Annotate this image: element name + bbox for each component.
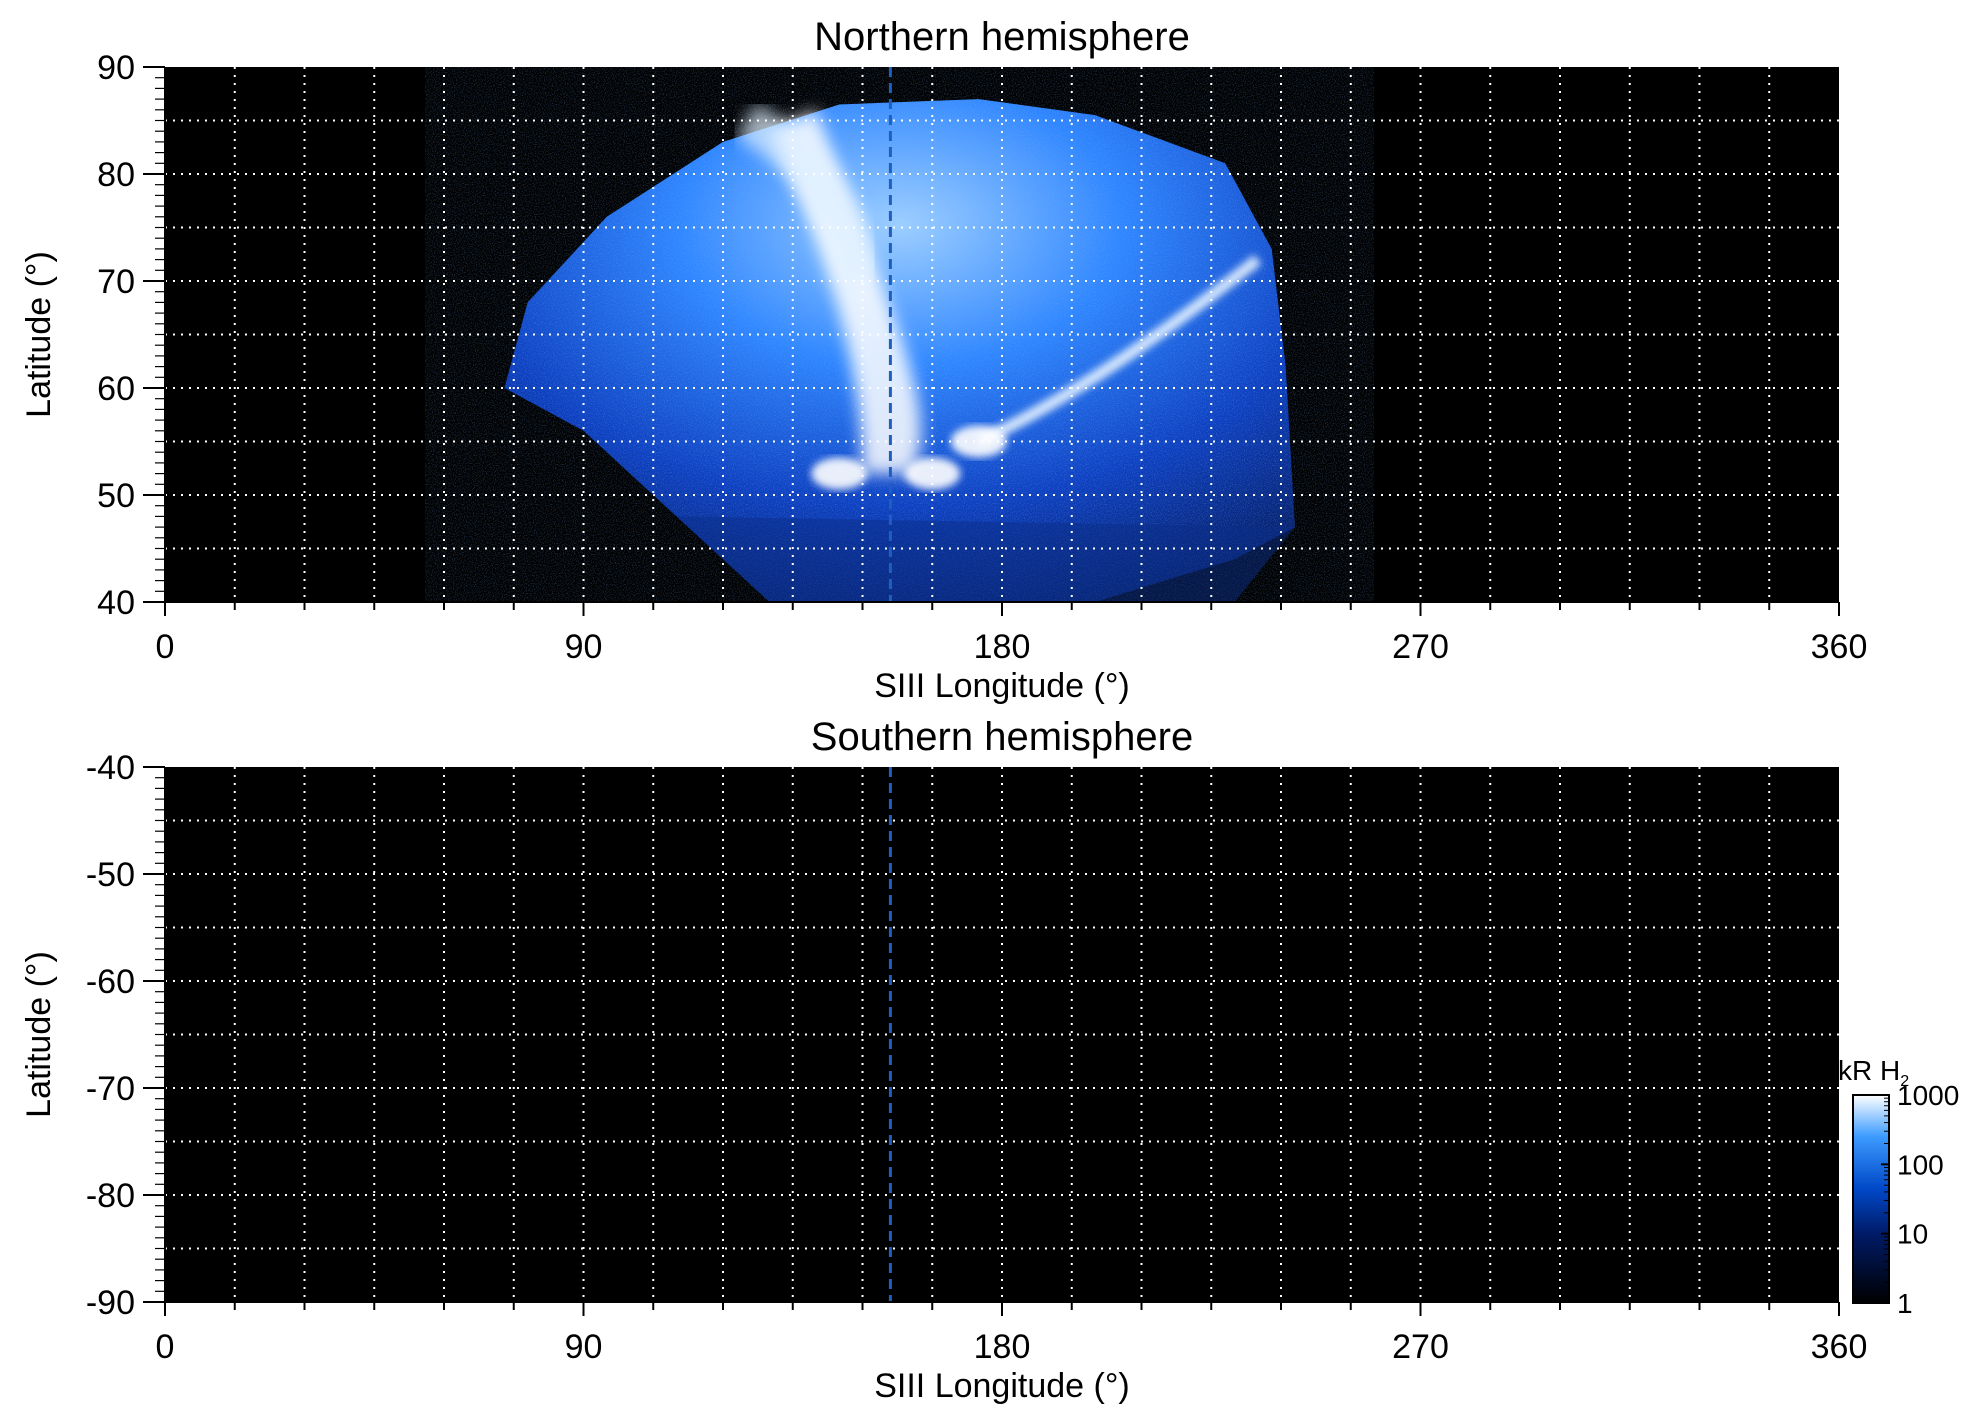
colorbar-tick-label: 1 [1897, 1288, 1913, 1319]
y-tick-label: 60 [97, 370, 135, 408]
southern-x-axis-label: SIII Longitude (°) [874, 1367, 1130, 1405]
northern-aurora-emission [504, 99, 1295, 602]
feature-main-oval-dusk-arc [976, 254, 1262, 447]
colorbar-label: kR H2 [1838, 1055, 1909, 1090]
colorbar: kR H2 1 10 100 1000 [1838, 1055, 1959, 1319]
northern-y-axis-label: Latitude (°) [20, 251, 58, 418]
x-tick-label: 180 [974, 1328, 1031, 1366]
northern-panel-title: Northern hemisphere [814, 15, 1190, 59]
x-tick-label: 270 [1392, 628, 1449, 666]
colorbar-tick-label: 10 [1897, 1219, 1928, 1250]
colorbar-ticks: 1 10 100 1000 [1881, 1080, 1959, 1319]
y-tick-label: -60 [86, 963, 135, 1001]
southern-axis-ticks [143, 766, 1840, 1316]
feature-bright-spot [950, 425, 1007, 458]
feature-bright-spot [811, 457, 868, 490]
x-tick-label: 0 [156, 628, 175, 666]
colorbar-label-subscript: 2 [1900, 1073, 1909, 1090]
x-tick-label: 0 [156, 1328, 175, 1366]
y-tick-label: 70 [97, 263, 135, 301]
northern-x-axis-label: SIII Longitude (°) [874, 667, 1130, 705]
northern-grid [165, 67, 1839, 602]
y-tick-label: -80 [86, 1177, 135, 1215]
southern-y-tick-labels: -40 -50 -60 -70 -80 -90 [86, 749, 135, 1322]
colorbar-gradient [1852, 1094, 1890, 1304]
x-tick-label: 270 [1392, 1328, 1449, 1366]
y-tick-label: -90 [86, 1284, 135, 1322]
y-tick-label: 40 [97, 584, 135, 622]
southern-panel: Southern hemisphere 0 90 180 270 360 -40-50-… [20, 715, 1867, 1405]
colorbar-label-text: kR H [1838, 1055, 1900, 1086]
x-tick-label: 360 [1811, 628, 1868, 666]
northern-panel: Northern hemisphere 0 90 180 270 360 40 50 60 7… [20, 15, 1867, 705]
y-tick-label: -50 [86, 856, 135, 894]
x-tick-label: 180 [974, 628, 1031, 666]
x-tick-label: 90 [565, 628, 603, 666]
northern-y-tick-labels: 40 50 60 70 80 90 [97, 49, 135, 622]
emission-low-latitude-band [676, 516, 1295, 602]
southern-grid [165, 767, 1839, 1302]
y-tick-label: 50 [97, 477, 135, 515]
southern-panel-title: Southern hemisphere [811, 715, 1193, 759]
feature-polar-cap-glow [736, 103, 883, 286]
colorbar-tick-label: 100 [1897, 1149, 1944, 1180]
x-tick-label: 90 [565, 1328, 603, 1366]
southern-x-tick-labels: 0 90 180 270 360 [156, 1328, 1868, 1366]
x-tick-label: 360 [1811, 1328, 1868, 1366]
y-tick-label: 80 [97, 156, 135, 194]
northern-x-tick-labels: 0 90 180 270 360 [156, 628, 1868, 666]
southern-y-axis-label: Latitude (°) [20, 951, 58, 1118]
northern-axis-ticks [143, 66, 1840, 616]
feature-bright-spot [904, 457, 961, 490]
y-tick-label: 90 [97, 49, 135, 87]
y-tick-label: -40 [86, 749, 135, 787]
y-tick-label: -70 [86, 1070, 135, 1108]
colorbar-tick-label: 1000 [1897, 1080, 1959, 1111]
